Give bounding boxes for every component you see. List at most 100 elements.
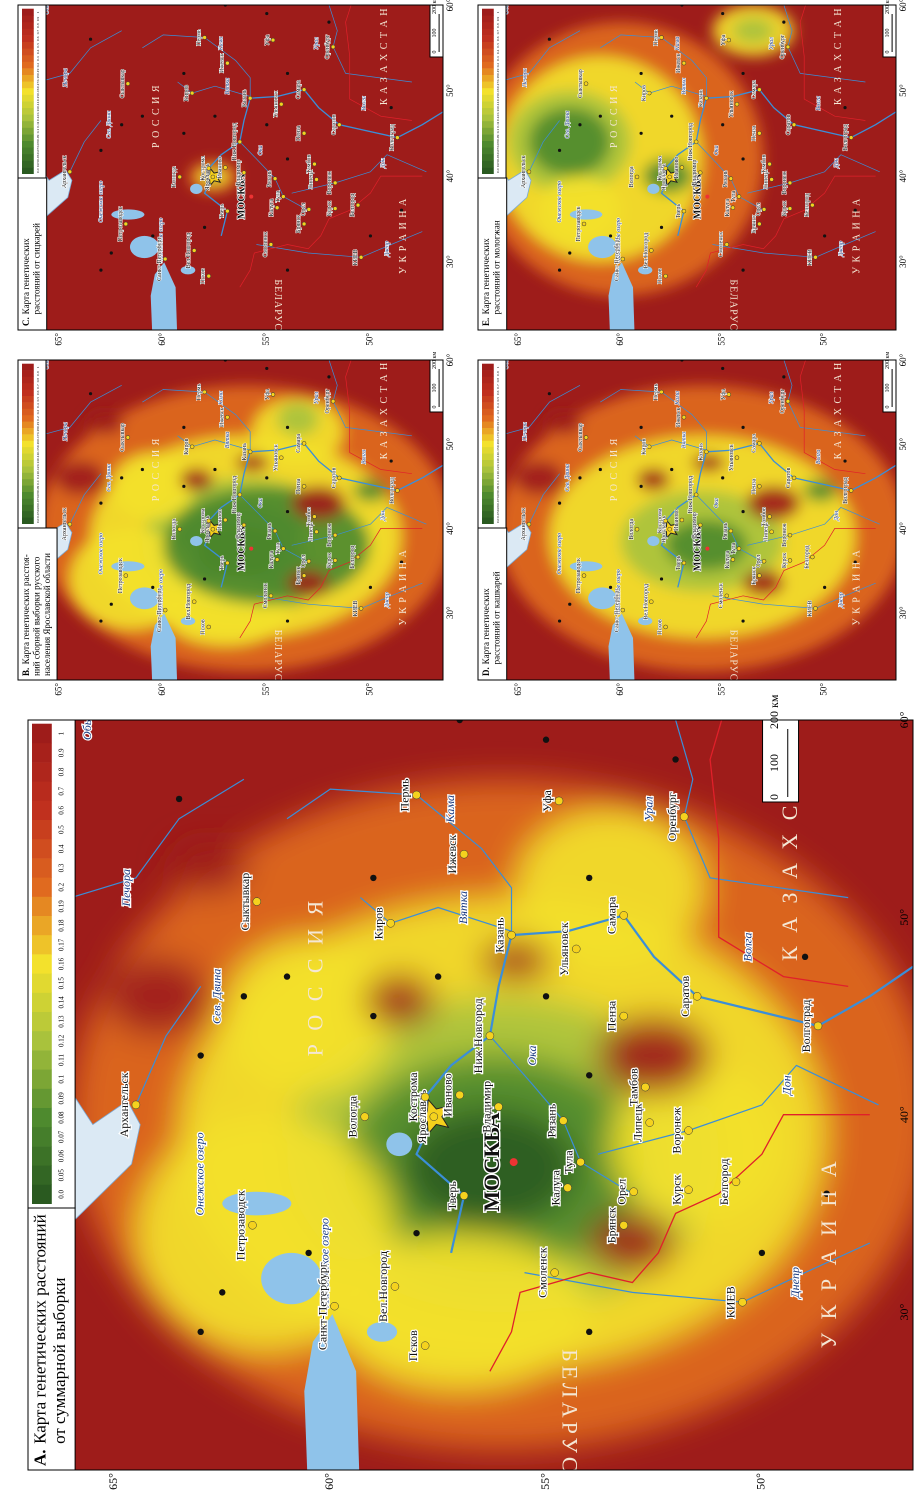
city-label: Ульяновск <box>729 91 735 118</box>
city-dot <box>360 1112 369 1121</box>
distance-zone <box>86 412 124 435</box>
city-label: Воронеж <box>782 171 788 195</box>
city-label: Рязань <box>267 522 273 539</box>
city-dot <box>787 206 793 211</box>
city-dot <box>67 521 73 527</box>
city-dot <box>301 221 307 227</box>
legend-swatch <box>482 41 494 49</box>
legend-label: 0.11 <box>496 473 500 479</box>
water-label: Онежское озеро <box>98 533 104 575</box>
sample-dot <box>741 619 745 623</box>
lake <box>569 209 603 220</box>
latitude-label: 55° <box>717 683 727 696</box>
legend-swatch <box>22 363 34 371</box>
city-dot <box>641 1082 650 1092</box>
city-label: Самара <box>296 80 302 99</box>
sample-dot <box>219 1289 226 1296</box>
latitude-label: 60° <box>322 1473 336 1490</box>
legend-swatch <box>482 491 494 499</box>
legend-label: 0.18 <box>58 919 66 932</box>
city-label: Казань <box>242 443 248 461</box>
legend-swatch <box>482 402 494 409</box>
panel-letter: D. <box>481 667 491 676</box>
city-dot <box>736 546 742 551</box>
city-label: Ульяновск <box>729 444 735 471</box>
city-dot <box>210 174 216 180</box>
city-dot <box>125 81 131 86</box>
sample-dot <box>782 20 786 24</box>
legend-swatch <box>22 408 34 416</box>
panel-title: Карта генетических расстояний <box>31 1214 50 1444</box>
city-dot <box>757 441 762 446</box>
distance-zone <box>665 520 748 571</box>
distance-zone <box>330 1233 590 1392</box>
city-dot <box>306 207 312 212</box>
legend-swatch <box>22 478 34 486</box>
scale-box <box>762 719 800 803</box>
map-body: Р О С С И Я К А З А Х С Т А Н У К Р А И Н … <box>478 5 896 338</box>
lake <box>638 616 653 626</box>
city-label: Белгород <box>717 1159 731 1206</box>
longitude-label: 40° <box>445 169 455 182</box>
region-label: БЕЛАРУСЬ <box>728 279 739 338</box>
water-label: Сев. Двина <box>565 111 571 139</box>
city-dot <box>279 455 284 460</box>
city-dot <box>550 1268 559 1277</box>
river <box>177 435 251 451</box>
legend-label: 0.11 <box>58 1054 66 1066</box>
city-label: КИЕВ <box>353 600 359 616</box>
legend-swatch <box>22 120 34 128</box>
legend-label: 0.08 <box>496 141 500 147</box>
city-dot <box>247 95 253 101</box>
legend-swatch <box>32 1088 52 1108</box>
city-dot <box>332 180 338 186</box>
map-panel: Р О С С И Я К А З А Х С Т А Н У К Р А И Н … <box>17 352 455 696</box>
sample-dot <box>109 602 113 606</box>
sample-dot <box>639 425 643 429</box>
legend-swatch <box>22 147 34 155</box>
sample-dot <box>598 467 602 472</box>
river <box>528 120 560 172</box>
city-dot <box>572 944 581 954</box>
legend-swatch <box>22 87 34 95</box>
legend-label: 0.19 <box>36 68 40 74</box>
city-dot <box>663 624 668 630</box>
legend-label: 1 <box>496 11 500 13</box>
river <box>203 89 443 237</box>
lake <box>647 535 660 547</box>
city-dot <box>386 919 395 928</box>
city-label: Смоленск <box>719 232 725 257</box>
sample-dot <box>721 476 725 480</box>
legend-label: 0.7 <box>496 30 500 35</box>
sample-dot <box>823 1190 830 1197</box>
latitude-label: 55° <box>538 1473 552 1490</box>
scale-label: 200 км <box>885 352 891 369</box>
city-label: Ульяновск <box>557 922 571 975</box>
sample-dot <box>265 476 269 480</box>
city-dot <box>787 532 793 538</box>
scale-label: 0 <box>432 51 438 54</box>
sample-dot <box>639 484 643 488</box>
legend-label: 0.08 <box>496 492 500 498</box>
city-dot <box>757 221 762 227</box>
legend-label: 0.18 <box>496 428 500 434</box>
longitude-label: 30° <box>445 606 455 619</box>
legend-label: 0.7 <box>36 384 40 389</box>
longitude-label: 40° <box>898 169 908 182</box>
city-label: Иваново <box>217 509 223 531</box>
water-label: Дон <box>380 158 386 169</box>
city-label: Брянск <box>751 566 757 584</box>
legend-label: 0.8 <box>58 767 66 776</box>
sample-dot <box>568 602 572 606</box>
map-panel: Р О С С И Я К А З А Х С Т А Н У К Р А И Н … <box>477 0 908 346</box>
city-dot <box>659 35 664 40</box>
water-label: Днепр <box>838 241 844 257</box>
panel-title: от суммарной выборки <box>50 1277 69 1443</box>
river <box>142 34 251 99</box>
city-dot <box>757 87 762 92</box>
legend-swatch <box>32 954 52 974</box>
city-label: Брянск <box>296 215 302 233</box>
city-label: Смоленск <box>536 1247 550 1298</box>
legend-swatch <box>32 1146 52 1166</box>
river <box>528 473 560 525</box>
